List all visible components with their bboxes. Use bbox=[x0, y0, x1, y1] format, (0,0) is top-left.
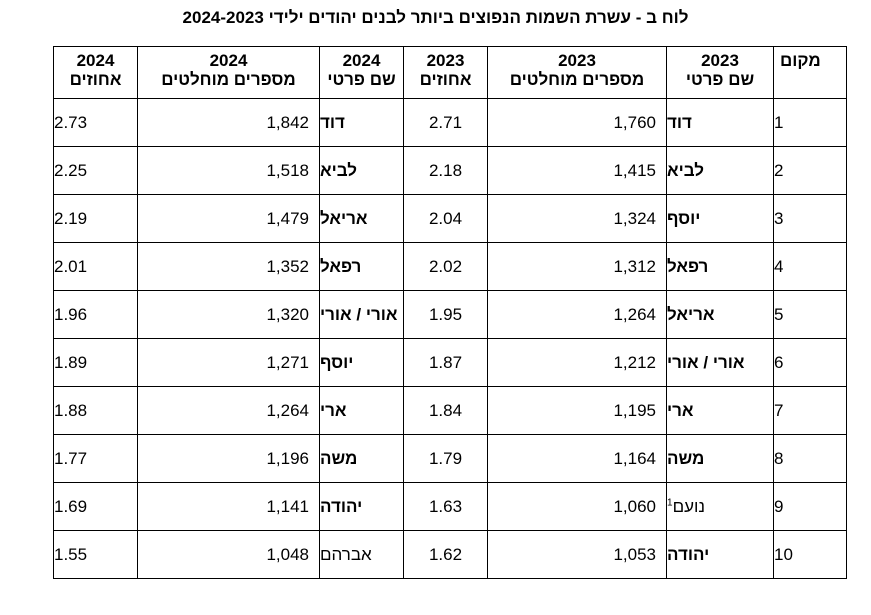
percent-2024-cell: 1.88 bbox=[53, 386, 138, 435]
percent-2024-cell: 2.01 bbox=[53, 242, 138, 291]
absolute-2023-cell: 1,060 bbox=[487, 482, 667, 531]
name-2024-cell: יהודה bbox=[319, 482, 404, 531]
percent-2023-cell: 1.63 bbox=[403, 482, 488, 531]
name-2023-cell: לביא bbox=[666, 146, 774, 195]
rank-cell: 2 bbox=[773, 146, 847, 195]
table-row: 8 משה 1,164 1.79 משה 1,196 1.77 bbox=[53, 434, 847, 483]
table-row: 5 אריאל 1,264 1.95 אורי / אורי 1,320 1.9… bbox=[53, 290, 847, 339]
header-row: מקום 2023 שם פרטי 2023 מספרים מוחלטים 2023… bbox=[53, 46, 847, 99]
header-absolute-2023: 2023 מספרים מוחלטים bbox=[487, 46, 667, 99]
table-row: 3 יוסף 1,324 2.04 אריאל 1,479 2.19 bbox=[53, 194, 847, 243]
name-2024-cell: לביא bbox=[319, 146, 404, 195]
name-2023-cell: אריאל bbox=[666, 290, 774, 339]
absolute-2023-cell: 1,053 bbox=[487, 530, 667, 579]
percent-2023-cell: 1.84 bbox=[403, 386, 488, 435]
header-percent-2024: 2024 אחוזים bbox=[53, 46, 138, 99]
absolute-2023-cell: 1,195 bbox=[487, 386, 667, 435]
percent-2023-cell: 1.79 bbox=[403, 434, 488, 483]
table-row: 10 יהודה 1,053 1.62 אברהם 1,048 1.55 bbox=[53, 530, 847, 579]
name-2023-cell: רפאל bbox=[666, 242, 774, 291]
name-2023-cell: דוד bbox=[666, 98, 774, 147]
rank-cell: 6 bbox=[773, 338, 847, 387]
name-2024-cell: דוד bbox=[319, 98, 404, 147]
percent-2023-cell: 2.71 bbox=[403, 98, 488, 147]
percent-2023-cell: 1.87 bbox=[403, 338, 488, 387]
name-2024-cell: ארי bbox=[319, 386, 404, 435]
rank-cell: 4 bbox=[773, 242, 847, 291]
table-row: 7 ארי 1,195 1.84 ארי 1,264 1.88 bbox=[53, 386, 847, 435]
table-row: 2 לביא 1,415 2.18 לביא 1,518 2.25 bbox=[53, 146, 847, 195]
absolute-2024-cell: 1,842 bbox=[137, 98, 320, 147]
name-2024-cell: אורי / אורי bbox=[319, 290, 404, 339]
percent-2023-cell: 2.18 bbox=[403, 146, 488, 195]
names-table: מקום 2023 שם פרטי 2023 מספרים מוחלטים 2023… bbox=[53, 46, 847, 579]
rank-cell: 3 bbox=[773, 194, 847, 243]
percent-2023-cell: 2.02 bbox=[403, 242, 488, 291]
rank-cell: 8 bbox=[773, 434, 847, 483]
table-row: 1 דוד 1,760 2.71 דוד 1,842 2.73 bbox=[53, 98, 847, 147]
absolute-2024-cell: 1,196 bbox=[137, 434, 320, 483]
rank-cell: 5 bbox=[773, 290, 847, 339]
name-2024-cell: רפאל bbox=[319, 242, 404, 291]
footnote-marker: 1 bbox=[667, 496, 673, 508]
name-2024-cell: משה bbox=[319, 434, 404, 483]
absolute-2023-cell: 1,212 bbox=[487, 338, 667, 387]
percent-2024-cell: 1.77 bbox=[53, 434, 138, 483]
percent-2024-cell: 1.55 bbox=[53, 530, 138, 579]
name-text: נועם bbox=[672, 496, 706, 516]
absolute-2023-cell: 1,264 bbox=[487, 290, 667, 339]
absolute-2024-cell: 1,320 bbox=[137, 290, 320, 339]
absolute-2023-cell: 1,164 bbox=[487, 434, 667, 483]
percent-2023-cell: 1.62 bbox=[403, 530, 488, 579]
header-name-2023: 2023 שם פרטי bbox=[666, 46, 774, 99]
name-2024-cell: אברהם bbox=[319, 530, 404, 579]
percent-2024-cell: 2.19 bbox=[53, 194, 138, 243]
absolute-2023-cell: 1,324 bbox=[487, 194, 667, 243]
absolute-2024-cell: 1,271 bbox=[137, 338, 320, 387]
name-2023-cell: משה bbox=[666, 434, 774, 483]
percent-2023-cell: 1.95 bbox=[403, 290, 488, 339]
rank-cell: 7 bbox=[773, 386, 847, 435]
absolute-2023-cell: 1,415 bbox=[487, 146, 667, 195]
name-2023-cell: נועם1 bbox=[666, 482, 774, 531]
name-2023-cell: יהודה bbox=[666, 530, 774, 579]
absolute-2024-cell: 1,479 bbox=[137, 194, 320, 243]
percent-2024-cell: 1.96 bbox=[53, 290, 138, 339]
absolute-2023-cell: 1,760 bbox=[487, 98, 667, 147]
percent-2023-cell: 2.04 bbox=[403, 194, 488, 243]
name-2023-cell: ארי bbox=[666, 386, 774, 435]
absolute-2024-cell: 1,048 bbox=[137, 530, 320, 579]
header-absolute-2024: 2024 מספרים מוחלטים bbox=[137, 46, 320, 99]
header-percent-2023: 2023 אחוזים bbox=[403, 46, 488, 99]
rank-cell: 10 bbox=[773, 530, 847, 579]
name-2024-cell: אריאל bbox=[319, 194, 404, 243]
absolute-2024-cell: 1,141 bbox=[137, 482, 320, 531]
rank-cell: 1 bbox=[773, 98, 847, 147]
header-name-2024: 2024 שם פרטי bbox=[319, 46, 404, 99]
percent-2024-cell: 2.25 bbox=[53, 146, 138, 195]
absolute-2023-cell: 1,312 bbox=[487, 242, 667, 291]
name-2023-cell: יוסף bbox=[666, 194, 774, 243]
percent-2024-cell: 2.73 bbox=[53, 98, 138, 147]
table-title: לוח ב - עשרת השמות הנפוצים ביותר לבנים י… bbox=[182, 8, 689, 27]
absolute-2024-cell: 1,352 bbox=[137, 242, 320, 291]
absolute-2024-cell: 1,264 bbox=[137, 386, 320, 435]
table-row: 4 רפאל 1,312 2.02 רפאל 1,352 2.01 bbox=[53, 242, 847, 291]
table-row: 6 אורי / אורי 1,212 1.87 יוסף 1,271 1.89 bbox=[53, 338, 847, 387]
absolute-2024-cell: 1,518 bbox=[137, 146, 320, 195]
rank-cell: 9 bbox=[773, 482, 847, 531]
name-2024-cell: יוסף bbox=[319, 338, 404, 387]
name-2023-cell: אורי / אורי bbox=[666, 338, 774, 387]
table-row: 9 נועם1 1,060 1.63 יהודה 1,141 1.69 bbox=[53, 482, 847, 531]
percent-2024-cell: 1.89 bbox=[53, 338, 138, 387]
header-rank: מקום bbox=[773, 46, 847, 99]
percent-2024-cell: 1.69 bbox=[53, 482, 138, 531]
